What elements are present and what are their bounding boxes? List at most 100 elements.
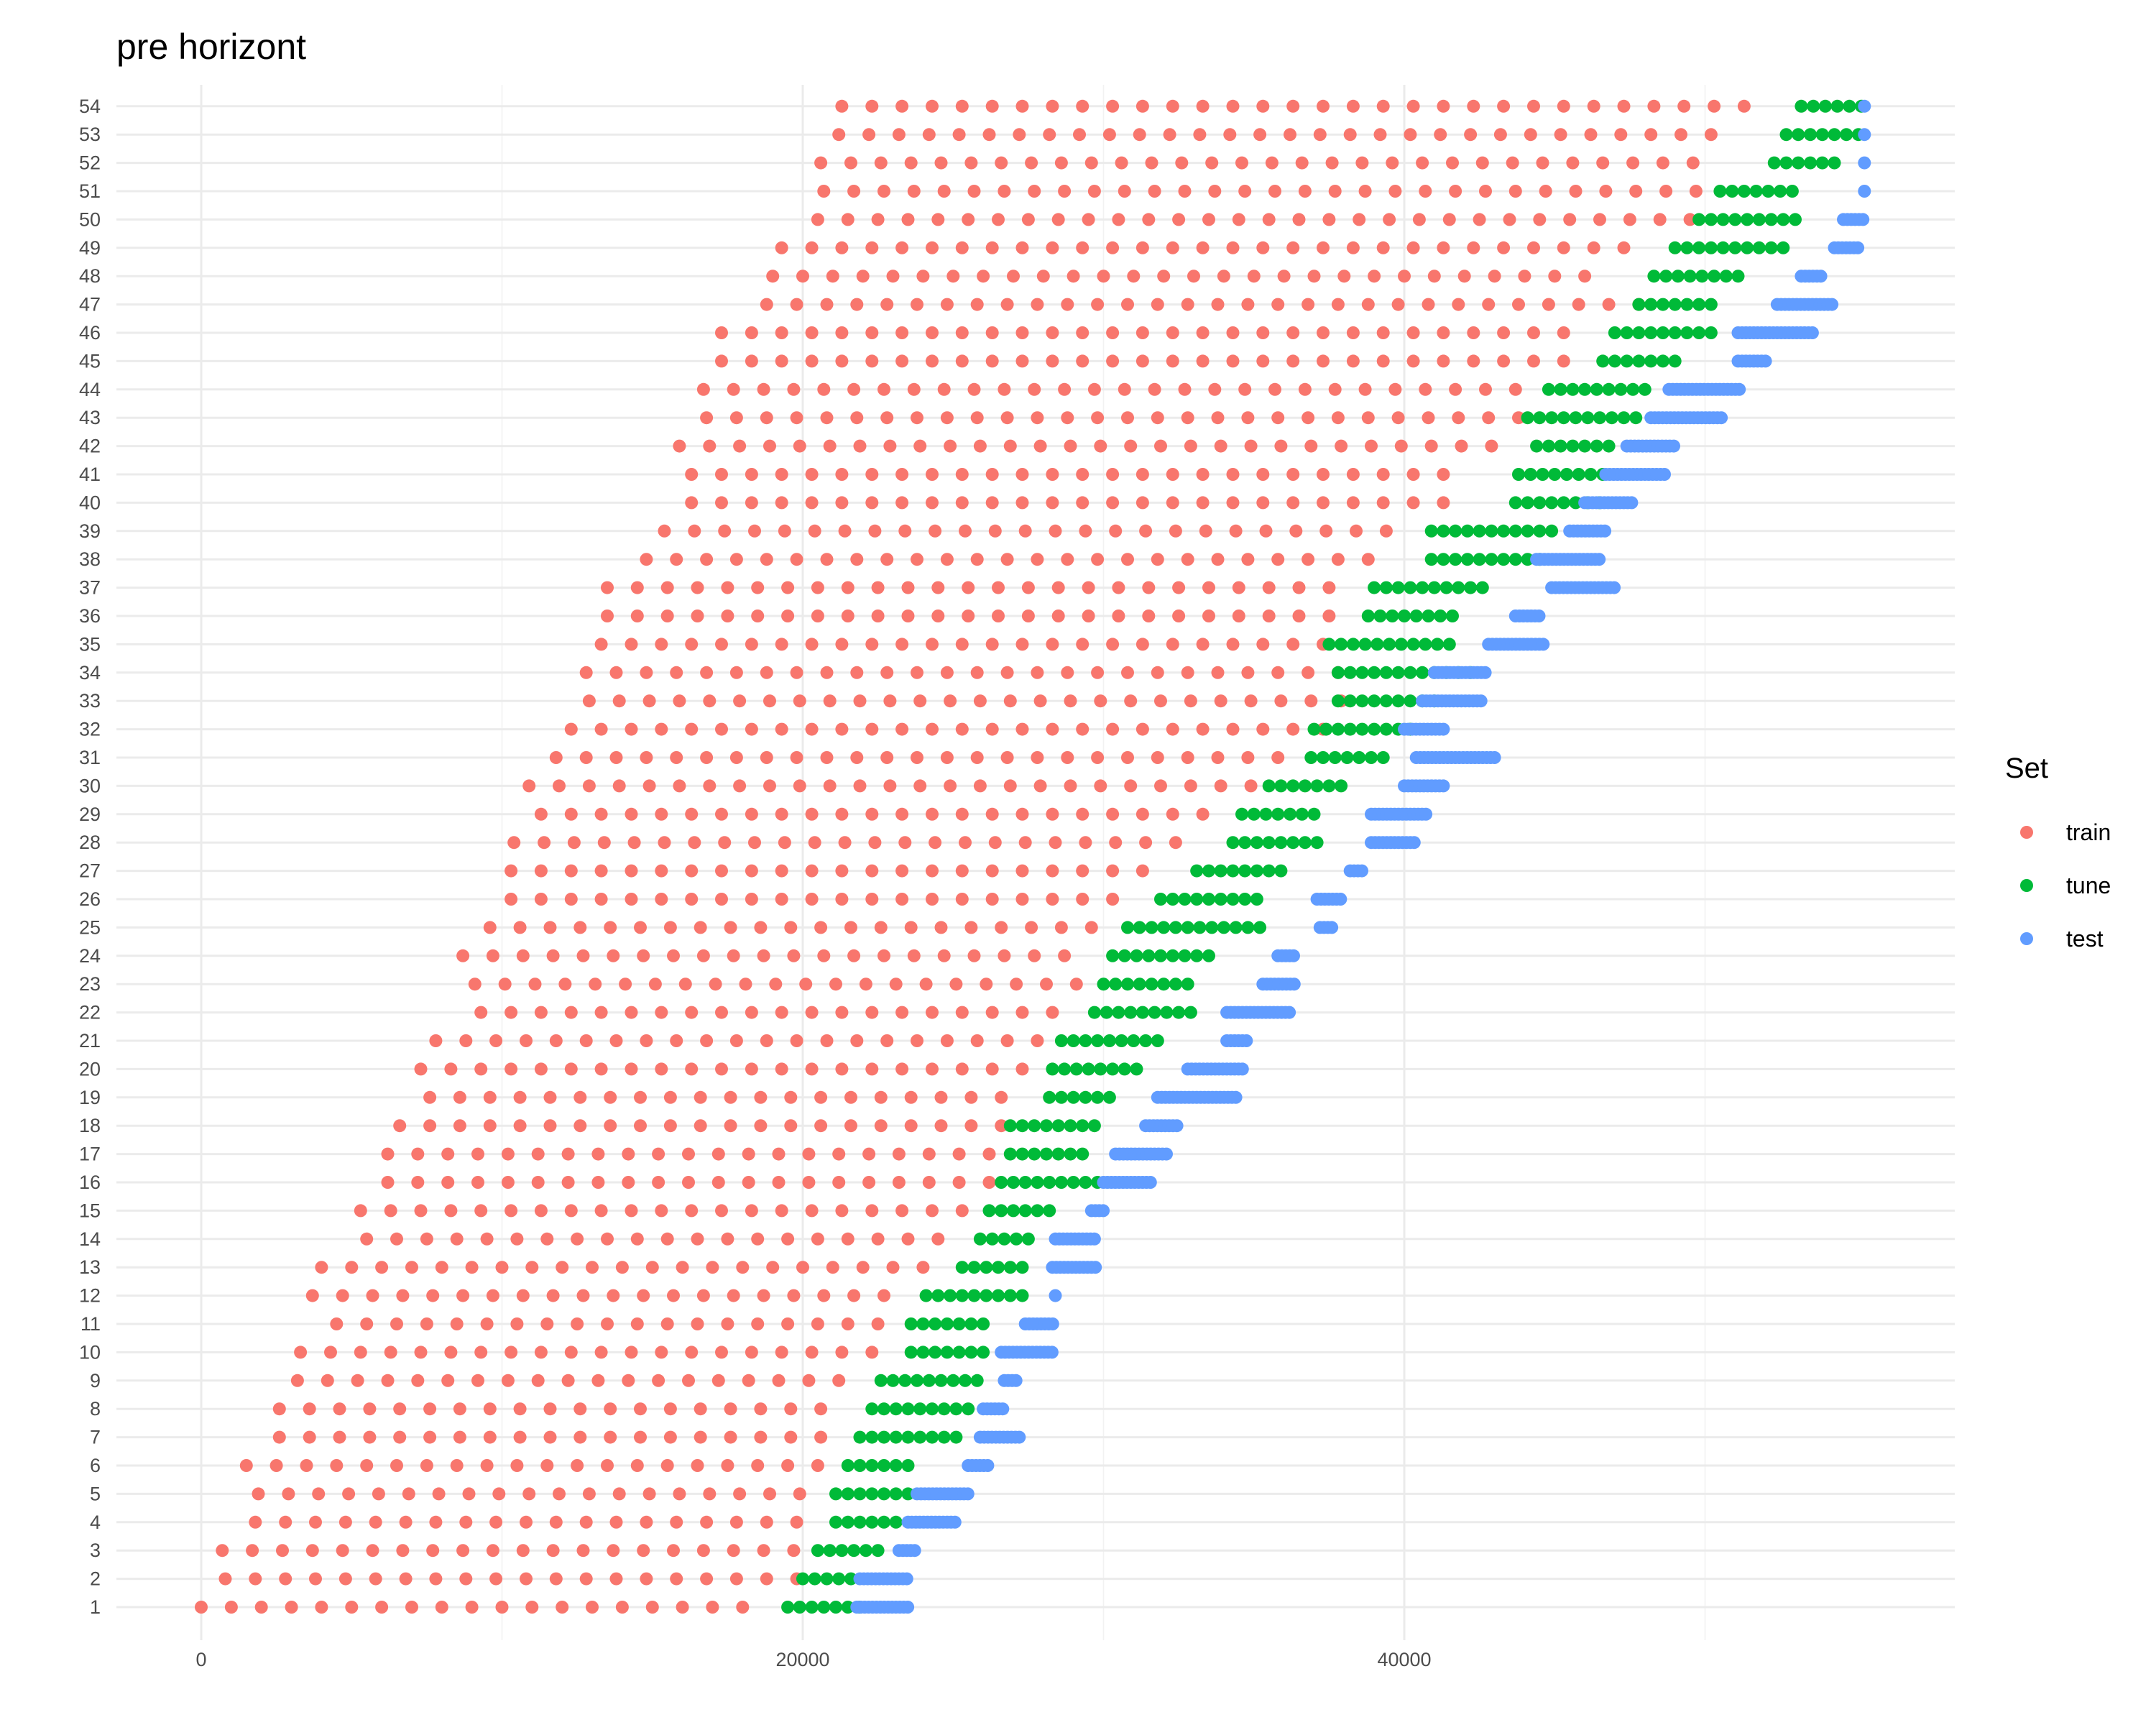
- train-point: [1383, 213, 1396, 226]
- train-point: [721, 610, 734, 622]
- train-point: [640, 666, 653, 679]
- train-point: [1708, 99, 1721, 113]
- tune-point: [889, 1515, 903, 1529]
- train-point: [1121, 553, 1134, 566]
- train-point: [700, 553, 714, 566]
- train-point: [895, 326, 909, 339]
- train-point: [1133, 128, 1146, 142]
- train-point: [895, 1062, 909, 1076]
- tune-point: [1229, 921, 1243, 934]
- train-point: [1422, 298, 1435, 311]
- train-point: [703, 694, 717, 708]
- train-point: [1388, 382, 1402, 396]
- y-tick-label: 50: [79, 208, 101, 230]
- train-point: [1557, 99, 1570, 113]
- tune-point: [1545, 524, 1559, 538]
- tune-point: [1581, 411, 1595, 425]
- tune-point: [1079, 1034, 1092, 1047]
- test-point: [1715, 411, 1728, 425]
- train-point: [871, 610, 885, 622]
- train-point: [745, 354, 758, 368]
- train-point: [642, 1487, 656, 1501]
- tune-point: [1190, 893, 1204, 906]
- tune-point: [1076, 1147, 1089, 1161]
- train-point: [1223, 128, 1237, 142]
- train-point: [715, 893, 728, 906]
- tune-point: [1728, 213, 1742, 226]
- train-point: [1331, 298, 1345, 311]
- train-point: [1644, 128, 1658, 142]
- train-point: [911, 751, 923, 764]
- train-point: [1079, 524, 1092, 538]
- tune-point: [1043, 1090, 1056, 1104]
- train-point: [303, 1430, 316, 1444]
- train-point: [1674, 128, 1687, 142]
- train-point: [1373, 128, 1387, 142]
- train-point: [420, 1317, 433, 1330]
- y-tick-label: 10: [79, 1341, 101, 1363]
- y-tick-label: 3: [90, 1540, 101, 1561]
- train-point: [850, 298, 864, 311]
- train-point: [576, 1544, 590, 1558]
- train-point: [814, 1119, 828, 1133]
- train-point: [787, 1544, 801, 1558]
- train-point: [459, 1515, 473, 1529]
- tune-point: [1668, 241, 1682, 254]
- train-point: [655, 864, 668, 878]
- train-point: [772, 1374, 786, 1387]
- train-point: [1229, 524, 1243, 538]
- tune-point: [1190, 864, 1204, 878]
- tune-point: [1680, 241, 1694, 254]
- tune-point: [1659, 270, 1673, 283]
- train-point: [655, 807, 668, 821]
- train-point: [1208, 382, 1222, 396]
- train-point: [1485, 439, 1498, 453]
- train-point: [1653, 213, 1667, 226]
- train-point: [1109, 524, 1123, 538]
- train-point: [1241, 298, 1255, 311]
- train-point: [1659, 185, 1673, 198]
- train-point: [670, 666, 683, 679]
- train-point: [982, 1176, 996, 1189]
- train-point: [901, 213, 915, 226]
- train-point: [685, 1062, 699, 1076]
- train-point: [985, 893, 999, 906]
- tune-point: [1683, 270, 1697, 283]
- train-point: [796, 270, 809, 283]
- train-point: [549, 751, 563, 764]
- train-point: [775, 1006, 788, 1019]
- tune-point: [841, 1487, 854, 1501]
- train-point: [1015, 1062, 1029, 1076]
- train-point: [1284, 128, 1296, 142]
- train-point: [342, 1487, 356, 1501]
- tune-point: [889, 1430, 903, 1444]
- train-point: [781, 1317, 795, 1330]
- train-point: [847, 185, 861, 198]
- train-point: [745, 864, 758, 878]
- tune-point: [1533, 411, 1547, 425]
- train-point: [985, 354, 999, 368]
- tune-point: [1473, 524, 1486, 538]
- tune-point: [931, 1289, 945, 1302]
- train-point: [694, 1402, 707, 1416]
- tune-point: [1058, 1062, 1072, 1076]
- train-point: [1304, 694, 1318, 708]
- plot-points: [195, 99, 1871, 1614]
- tune-point: [952, 1317, 966, 1330]
- train-point: [1091, 666, 1105, 679]
- tune-point: [859, 1544, 872, 1558]
- train-point: [673, 779, 686, 793]
- tune-point: [1250, 893, 1263, 906]
- train-point: [911, 298, 923, 311]
- train-point: [729, 1034, 743, 1047]
- train-point: [1046, 1006, 1059, 1019]
- tune-point: [1368, 694, 1381, 708]
- tune-point: [1015, 1147, 1029, 1161]
- train-point: [1058, 949, 1072, 962]
- tune-point: [1590, 439, 1603, 453]
- tune-point: [1391, 581, 1405, 594]
- train-point: [985, 496, 999, 510]
- train-point: [1508, 185, 1522, 198]
- train-point: [835, 722, 849, 736]
